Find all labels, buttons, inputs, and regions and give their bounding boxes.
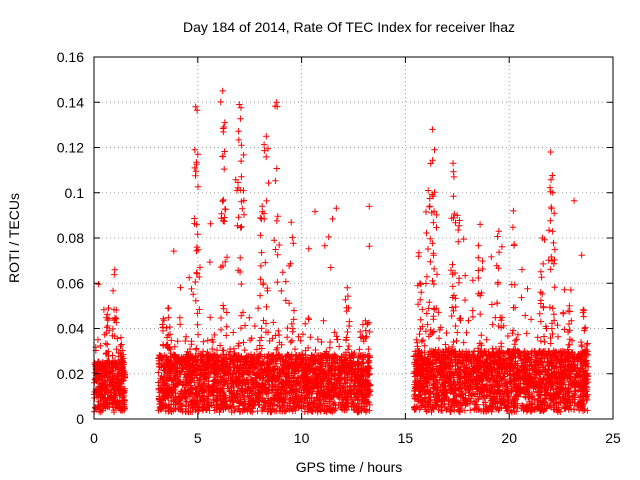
data-point xyxy=(318,338,325,346)
data-point xyxy=(257,214,264,222)
data-point xyxy=(102,340,110,347)
data-point xyxy=(211,331,218,339)
data-point xyxy=(121,404,128,411)
data-point xyxy=(305,245,312,252)
data-point xyxy=(99,391,106,398)
data-point xyxy=(101,383,109,391)
data-point xyxy=(171,343,178,350)
data-point xyxy=(101,395,108,402)
data-point xyxy=(113,363,120,370)
data-point xyxy=(102,379,109,386)
data-point xyxy=(97,342,104,350)
data-point xyxy=(99,400,107,408)
data-point xyxy=(120,389,128,396)
data-point xyxy=(120,396,128,403)
data-point xyxy=(188,285,195,293)
data-point xyxy=(114,379,121,387)
data-point xyxy=(114,404,121,411)
data-point xyxy=(119,347,126,354)
data-point xyxy=(314,336,322,343)
data-point xyxy=(240,339,247,346)
data-point xyxy=(110,406,117,414)
data-point xyxy=(107,394,114,402)
data-point xyxy=(94,401,102,409)
data-point xyxy=(160,315,167,322)
data-point xyxy=(98,373,106,381)
data-point xyxy=(106,380,113,388)
data-point xyxy=(95,281,102,288)
data-point xyxy=(95,375,102,382)
data-point xyxy=(100,363,107,370)
data-point xyxy=(91,359,98,367)
data-point xyxy=(336,343,343,350)
data-point xyxy=(114,373,122,380)
data-point xyxy=(114,386,121,393)
data-point xyxy=(186,274,193,281)
data-point xyxy=(204,337,211,344)
data-point xyxy=(246,314,253,321)
data-point xyxy=(95,388,102,395)
data-point xyxy=(241,322,249,329)
data-point xyxy=(109,325,117,333)
data-point xyxy=(251,322,259,330)
data-point xyxy=(104,370,111,377)
data-point xyxy=(109,375,116,383)
data-point xyxy=(94,336,102,343)
data-point xyxy=(116,392,123,399)
data-points xyxy=(90,87,592,416)
data-point xyxy=(241,346,248,354)
data-point xyxy=(360,338,368,345)
data-point xyxy=(230,329,237,336)
data-point xyxy=(118,378,126,385)
data-point xyxy=(217,314,225,322)
data-point xyxy=(103,400,110,407)
data-point xyxy=(291,345,299,353)
data-point xyxy=(99,407,106,414)
data-point xyxy=(245,394,253,401)
data-point xyxy=(96,406,103,413)
data-point xyxy=(254,305,262,312)
data-point xyxy=(106,399,113,406)
data-point xyxy=(99,387,106,394)
data-point xyxy=(99,380,106,387)
data-point xyxy=(100,306,108,313)
data-point xyxy=(104,341,111,348)
data-point xyxy=(107,381,115,388)
data-point xyxy=(174,338,181,345)
data-point xyxy=(95,376,102,383)
data-point xyxy=(118,407,126,414)
data-point xyxy=(283,334,291,341)
